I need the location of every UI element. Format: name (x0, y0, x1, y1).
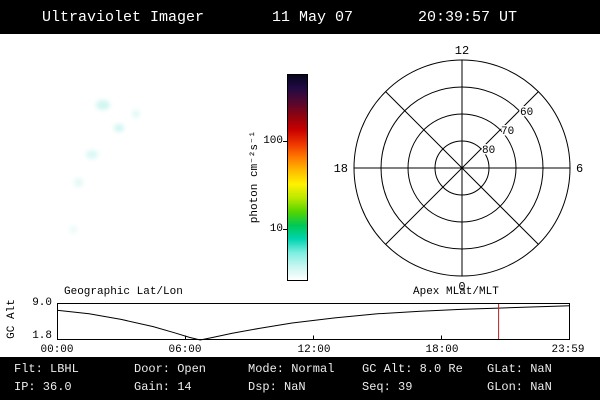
x-tick-label: 06:00 (168, 344, 202, 356)
mlt-label-6: 6 (576, 162, 583, 176)
x-tick-label: 18:00 (425, 344, 459, 356)
plot-frame (57, 303, 570, 340)
lat-ring-label-70: 70 (501, 126, 514, 138)
time-display: 20:39:57 UT (418, 9, 518, 26)
status-bar: Flt: LBHL Door: Open Mode: Normal GC Alt… (0, 357, 600, 400)
x-tick-label: 12:00 (297, 344, 331, 356)
status-gc-alt: GC Alt: 8.0 Re (362, 362, 463, 376)
y-tick-label-max: 9.0 (32, 297, 52, 309)
polar-mlt-grid: 12 0 18 6 80 70 60 (334, 44, 584, 294)
emission-speck (74, 178, 83, 187)
status-glat: GLat: NaN (487, 362, 552, 376)
geographic-latlon-label: Geographic Lat/Lon (64, 286, 183, 298)
status-ip: IP: 36.0 (14, 380, 72, 394)
x-tick-label: 00:00 (40, 344, 74, 356)
x-tick-label: 23:59 (551, 344, 585, 356)
mlt-label-18: 18 (334, 162, 348, 176)
status-gain: Gain: 14 (134, 380, 192, 394)
emission-speck (70, 226, 77, 233)
status-mode: Mode: Normal (248, 362, 335, 376)
date-display: 11 May 07 (272, 9, 354, 26)
title-bar: Ultraviolet Imager 11 May 07 20:39:57 UT (0, 0, 600, 34)
colorbar-gradient (287, 74, 308, 281)
emission-speck (96, 100, 110, 110)
lat-ring-label-80: 80 (482, 145, 495, 157)
colorbar-tick-label-10: 10 (269, 223, 283, 235)
y-tick-label-min: 1.8 (32, 330, 52, 342)
spoke-diagonal-nw (385, 91, 539, 245)
status-seq: Seq: 39 (362, 380, 413, 394)
lat-ring-label-60: 60 (520, 107, 533, 119)
mlt-label-0: 0 (458, 280, 465, 294)
colorbar-tick-mark (283, 229, 288, 230)
altitude-curve (56, 305, 571, 341)
status-door: Door: Open (134, 362, 207, 376)
app-title: Ultraviolet Imager (42, 9, 205, 26)
apex-mlat-mlt-label: Apex MLat/MLT (413, 286, 499, 298)
status-glon: GLon: NaN (487, 380, 552, 394)
emission-speck (86, 150, 98, 159)
emission-speck (132, 110, 140, 118)
emission-speck (114, 124, 124, 132)
status-dsp: Dsp: NaN (248, 380, 306, 394)
mlt-label-12: 12 (455, 44, 469, 58)
colorbar-tick-label-100: 100 (263, 135, 283, 147)
altitude-plot (56, 303, 571, 341)
status-filter: Flt: LBHL (14, 362, 79, 376)
colorbar-tick-mark (283, 141, 288, 142)
